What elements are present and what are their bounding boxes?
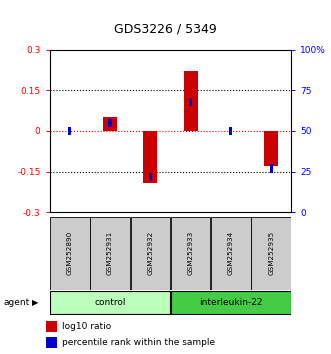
Bar: [103, 118, 117, 131]
Text: percentile rank within the sample: percentile rank within the sample: [62, 338, 215, 347]
FancyBboxPatch shape: [131, 217, 170, 290]
Bar: [149, 172, 152, 181]
Bar: [109, 119, 112, 127]
Text: GDS3226 / 5349: GDS3226 / 5349: [114, 22, 217, 35]
Text: GSM252890: GSM252890: [67, 231, 73, 275]
FancyBboxPatch shape: [171, 291, 291, 314]
Text: log10 ratio: log10 ratio: [62, 322, 111, 331]
Text: GSM252931: GSM252931: [107, 231, 113, 275]
Bar: [184, 71, 198, 131]
Text: ▶: ▶: [31, 298, 38, 307]
FancyBboxPatch shape: [171, 217, 210, 290]
FancyBboxPatch shape: [211, 217, 251, 290]
Text: agent: agent: [3, 298, 29, 307]
Bar: [229, 127, 232, 135]
Bar: [269, 164, 273, 172]
Text: GSM252933: GSM252933: [188, 231, 194, 275]
Bar: [68, 127, 71, 135]
Text: GSM252935: GSM252935: [268, 231, 274, 275]
Bar: [264, 131, 278, 166]
FancyBboxPatch shape: [252, 217, 291, 290]
FancyBboxPatch shape: [50, 217, 89, 290]
Text: interleukin-22: interleukin-22: [199, 298, 262, 307]
Text: GSM252932: GSM252932: [147, 231, 153, 275]
Bar: [189, 98, 192, 106]
FancyBboxPatch shape: [50, 291, 170, 314]
FancyBboxPatch shape: [90, 217, 130, 290]
Text: GSM252934: GSM252934: [228, 231, 234, 275]
Text: control: control: [94, 298, 126, 307]
Bar: [46, 337, 57, 348]
Bar: [143, 131, 157, 183]
Bar: [46, 321, 57, 332]
